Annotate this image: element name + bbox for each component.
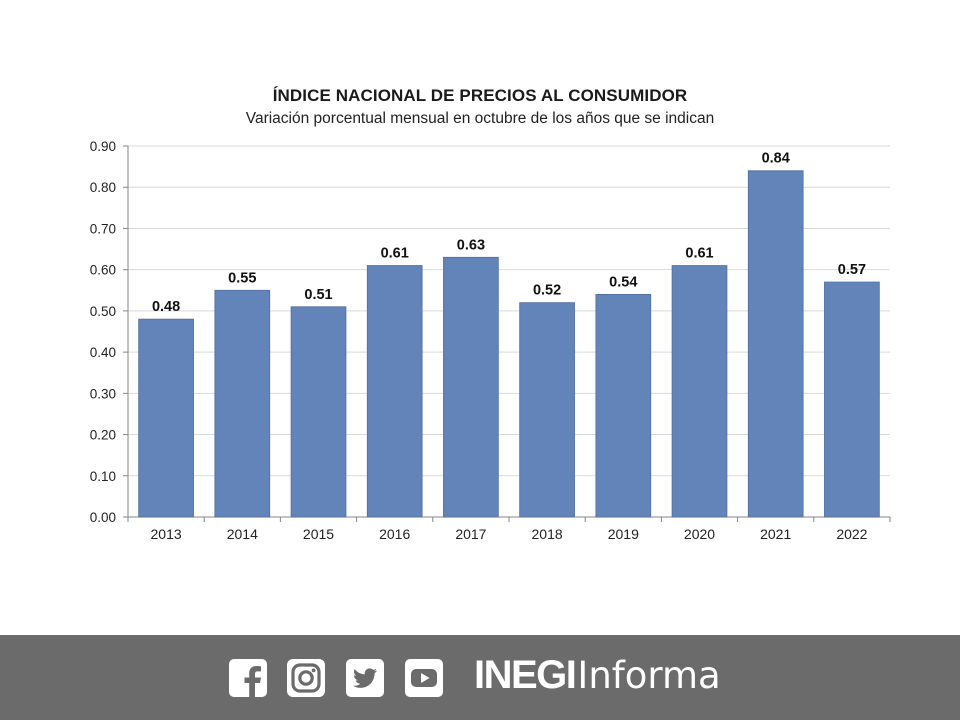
facebook-icon[interactable] (229, 659, 267, 697)
y-tick-label: 0.30 (90, 386, 116, 401)
bar-2014 (214, 289, 271, 518)
y-tick-label: 0.90 (90, 139, 116, 154)
data-label: 0.61 (381, 246, 409, 262)
data-label: 0.55 (228, 270, 256, 286)
x-tick-label: 2021 (760, 526, 791, 542)
bar-2019 (595, 293, 652, 518)
bar-2013 (138, 318, 194, 518)
data-label: 0.61 (685, 246, 713, 262)
y-tick-label: 0.00 (90, 510, 116, 525)
y-tick-label: 0.10 (90, 469, 116, 484)
y-tick-label: 0.80 (90, 180, 116, 195)
x-tick-label: 2019 (608, 526, 639, 542)
bar-2015 (290, 306, 347, 518)
data-label: 0.51 (304, 287, 332, 303)
inegi-informa-logo: INEGI Informa (474, 653, 721, 701)
x-tick-label: 2018 (532, 526, 563, 542)
youtube-icon[interactable] (405, 659, 443, 697)
chart-area: ÍNDICE NACIONAL DE PRECIOS AL CONSUMIDOR… (90, 86, 891, 542)
data-label: 0.48 (152, 299, 180, 315)
bar-2020 (671, 265, 728, 518)
x-tick-label: 2022 (836, 526, 867, 542)
data-label: 0.84 (762, 151, 790, 167)
bar-2021 (747, 170, 804, 518)
y-tick-label: 0.70 (90, 221, 116, 236)
brand-informa: Informa (577, 654, 721, 697)
x-tick-label: 2013 (151, 526, 182, 542)
data-label: 0.54 (609, 274, 637, 290)
y-tick-label: 0.20 (90, 428, 116, 443)
x-tick-label: 2015 (303, 526, 334, 542)
data-label: 0.52 (533, 283, 561, 299)
x-tick-label: 2014 (227, 526, 258, 542)
brand-inegi: INEGI (474, 653, 577, 697)
footer-bar: INEGI Informa (0, 635, 960, 720)
x-tick-label: 2016 (379, 526, 410, 542)
y-tick-label: 0.50 (90, 304, 116, 319)
chart-title: ÍNDICE NACIONAL DE PRECIOS AL CONSUMIDOR (272, 86, 688, 105)
x-tick-label: 2017 (455, 526, 486, 542)
bar-2018 (519, 302, 575, 518)
chart-subtitle: Variación porcentual mensual en octubre … (245, 110, 715, 127)
bar-2022 (824, 281, 880, 518)
bar-2016 (366, 265, 423, 518)
y-tick-label: 0.60 (90, 263, 116, 278)
data-label: 0.57 (838, 262, 866, 278)
bar-chart: 0.00 0.10 0.20 0.30 0.40 0.50 0.60 0.70 0.80 0.90… (90, 139, 891, 542)
bar-2017 (443, 256, 499, 518)
x-tick-label: 2020 (684, 526, 715, 542)
twitter-icon[interactable] (346, 659, 384, 697)
y-tick-label: 0.40 (90, 345, 116, 360)
instagram-icon[interactable] (287, 659, 325, 697)
data-label: 0.63 (457, 237, 485, 253)
